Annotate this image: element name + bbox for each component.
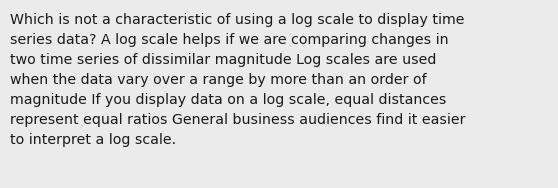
Text: Which is not a characteristic of using a log scale to display time
series data? : Which is not a characteristic of using a… <box>10 13 465 147</box>
